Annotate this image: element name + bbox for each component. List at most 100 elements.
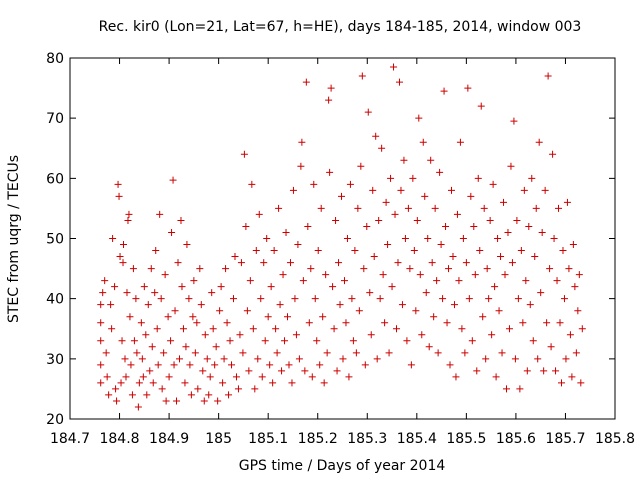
x-tick-label: 185.6 [496,431,536,447]
data-point [553,277,561,285]
data-point [473,367,481,375]
data-point [482,355,490,363]
data-point [236,331,244,339]
data-point [117,379,125,387]
data-point [231,253,239,261]
data-point [498,349,506,357]
data-point [385,349,393,357]
data-point [323,349,331,357]
data-point [446,361,454,369]
data-point [119,259,127,267]
data-point [361,361,369,369]
data-point [168,228,176,236]
data-point [382,198,390,206]
data-point [352,349,360,357]
data-point [203,355,211,363]
y-tick-label: 50 [46,232,64,248]
data-point [234,385,242,393]
data-point [477,102,485,110]
data-point [304,222,312,230]
data-point [355,307,363,315]
data-point [403,337,411,345]
data-point [338,192,346,200]
data-point [249,325,257,333]
data-point [537,289,545,297]
data-point [349,337,357,345]
data-point [511,355,519,363]
data-point [550,235,558,242]
data-point [173,397,181,405]
data-point [179,325,187,333]
data-point [510,117,518,125]
data-point [255,210,263,218]
data-point [390,63,398,71]
data-point [278,367,286,375]
data-point [97,361,105,369]
data-point [425,343,433,351]
data-point [560,295,568,303]
data-point [282,228,290,236]
data-point [190,277,198,285]
data-point [543,319,551,327]
x-tick-label: 185.4 [397,431,437,447]
data-point [522,277,530,285]
data-point [535,138,543,146]
data-point [366,289,374,297]
data-point [459,235,467,242]
data-point [135,379,143,387]
data-point [529,337,537,345]
data-point [211,361,219,369]
data-point [115,192,123,200]
data-point [559,247,567,255]
data-point [245,367,253,375]
data-point [465,295,473,303]
data-point [182,343,190,351]
x-tick-label: 185.7 [545,431,585,447]
data-point [575,271,583,279]
data-point [333,367,341,375]
data-point [212,343,220,351]
data-point [169,176,177,184]
data-point [526,301,534,309]
data-point [206,373,214,381]
data-point [313,337,321,345]
data-point [122,373,130,381]
data-point [439,295,447,303]
data-point [346,180,354,188]
data-point [467,192,475,200]
data-point [398,301,406,309]
data-point [546,265,554,273]
data-point [297,162,305,170]
data-point [243,307,251,315]
data-point [516,385,524,393]
data-point [418,331,426,339]
data-point [557,379,565,387]
data-point [437,241,445,249]
data-point [378,144,386,152]
data-point [491,283,499,291]
data-point [409,174,417,182]
data-point [452,373,460,381]
data-point [375,216,383,224]
data-point [507,162,515,170]
data-point [485,295,493,303]
data-point [108,325,116,333]
data-point [401,235,409,242]
data-point [264,313,272,321]
data-point [381,319,389,327]
data-point [279,271,287,279]
data-point [427,156,435,164]
data-point [336,301,344,309]
data-point [193,319,201,327]
data-point [416,271,424,279]
data-point [552,367,560,375]
data-point [125,210,133,218]
data-point [544,72,552,80]
data-point [248,180,256,188]
data-point [230,295,237,303]
data-point [295,355,303,363]
data-point [164,313,172,321]
data-point [97,319,105,327]
data-point [373,355,381,363]
